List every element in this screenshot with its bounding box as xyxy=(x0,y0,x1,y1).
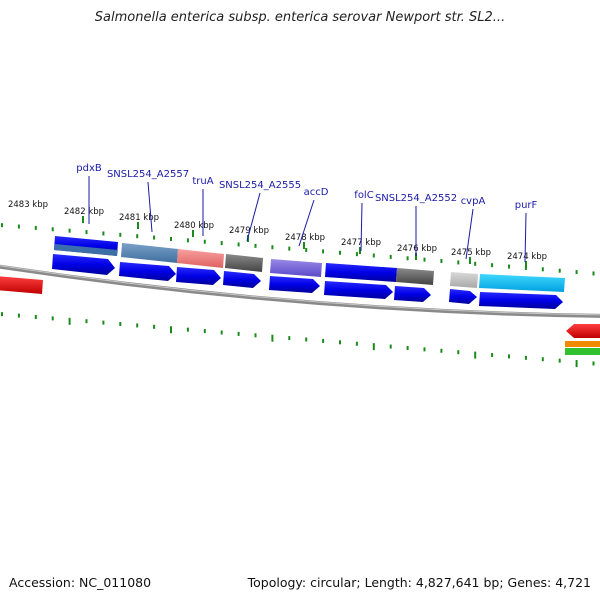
feature-folC-cog xyxy=(325,263,397,282)
cds-arrow-a2555 xyxy=(223,271,261,288)
feature-red-right xyxy=(566,324,600,338)
gene-label[interactable]: SNSL254_A2552 xyxy=(375,193,457,204)
feature-a2557-cog xyxy=(121,243,178,263)
map-title: Salmonella enterica subsp. enterica sero… xyxy=(94,10,506,25)
cds-arrow-a2557 xyxy=(119,262,176,281)
gene-leader-line xyxy=(524,212,527,263)
feature-red-left xyxy=(0,276,43,294)
tick-label: 2481 kbp xyxy=(119,213,159,223)
gene-label[interactable]: SNSL254_A2557 xyxy=(107,169,189,180)
gene-label[interactable]: truA xyxy=(192,176,213,187)
tick-label: 2483 kbp xyxy=(8,200,48,210)
feature-truA-cog xyxy=(177,249,224,268)
gene-label[interactable]: folC xyxy=(354,190,373,201)
tick-label: 2482 kbp xyxy=(64,207,104,217)
cds-arrow-cvpA xyxy=(449,289,477,304)
accession-label: Accession: NC_011080 xyxy=(9,575,152,590)
gene-leader-line xyxy=(465,208,474,260)
gene-leader-line xyxy=(246,192,261,242)
feature-cvpA-cog xyxy=(450,272,478,288)
tick-label: 2474 kbp xyxy=(507,252,547,262)
tick-label: 2479 kbp xyxy=(229,226,269,236)
gene-label[interactable]: accD xyxy=(304,187,329,198)
tick-label: 2478 kbp xyxy=(285,233,325,243)
cds-arrow-truA xyxy=(176,267,221,285)
cds-arrow-purF xyxy=(479,292,563,309)
outer-minor-ticks xyxy=(1,223,595,276)
tick-label: 2475 kbp xyxy=(451,248,491,258)
cds-arrow-a2552 xyxy=(394,286,431,302)
inner-minor-ticks xyxy=(1,312,595,368)
gene-label[interactable]: pdxB xyxy=(76,163,102,174)
gene-leader-line xyxy=(360,202,363,252)
genome-summary: Topology: circular; Length: 4,827,641 bp… xyxy=(247,575,591,590)
genome-backbone xyxy=(0,264,600,318)
tick-label: 2480 kbp xyxy=(174,221,214,231)
feature-a2552-cog xyxy=(396,268,434,285)
feature-a2555-cog xyxy=(225,254,263,272)
cds-ring xyxy=(52,254,563,309)
feature-purF-cog xyxy=(479,274,565,292)
feature-ring-upper xyxy=(54,236,565,292)
feature-accD-cog xyxy=(270,259,322,277)
gene-leader-line xyxy=(298,199,315,247)
gene-leader-line xyxy=(147,181,153,233)
scale-major-ticks: 2483 kbp 2482 kbp 2481 kbp 2480 kbp 2479 kbp… xyxy=(8,200,547,268)
feature-pdxB-cog-stripe xyxy=(54,244,118,256)
gene-label[interactable]: purF xyxy=(515,200,538,211)
gene-label[interactable]: cvpA xyxy=(461,196,486,207)
genome-backbone-highlight xyxy=(0,265,600,316)
gene-label[interactable]: SNSL254_A2555 xyxy=(219,180,301,191)
cds-arrow-accD xyxy=(269,276,320,293)
cds-arrow-folC xyxy=(324,281,393,299)
feature-orange-right xyxy=(565,341,600,347)
tick-label: 2476 kbp xyxy=(397,244,437,254)
cds-arrow-pdxB xyxy=(52,254,115,275)
feature-green-right xyxy=(565,348,600,355)
